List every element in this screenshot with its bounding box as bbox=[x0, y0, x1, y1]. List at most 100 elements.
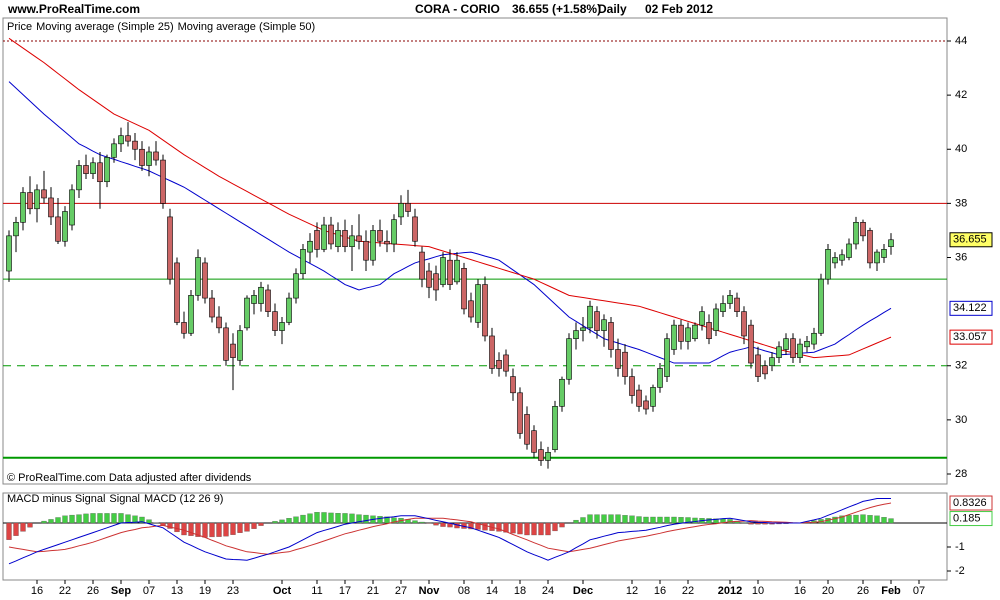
candle-body bbox=[874, 251, 880, 264]
candle-body bbox=[475, 284, 481, 323]
candle-body bbox=[27, 192, 33, 210]
histogram-bar bbox=[55, 517, 61, 524]
histogram-bar bbox=[272, 521, 278, 524]
candle-body bbox=[6, 235, 12, 272]
histogram-bar bbox=[573, 519, 579, 524]
histogram-bar bbox=[531, 522, 537, 536]
candle-body bbox=[286, 297, 292, 323]
last-value-box bbox=[949, 511, 993, 527]
x-tick-label: 22 bbox=[59, 585, 71, 597]
histogram-bar bbox=[342, 513, 348, 524]
x-tick-label: 17 bbox=[339, 585, 351, 597]
candle-body bbox=[559, 378, 565, 407]
x-tick-label: Sep bbox=[111, 585, 131, 597]
candle-body bbox=[664, 338, 670, 377]
y-tick-label: -1 bbox=[955, 541, 965, 553]
candle-body bbox=[615, 349, 621, 369]
candle-body bbox=[97, 162, 103, 183]
candle-body bbox=[643, 400, 649, 410]
candle-body bbox=[391, 219, 397, 245]
macd-line bbox=[8, 498, 891, 565]
candle-body bbox=[552, 406, 558, 450]
candle-body bbox=[706, 322, 712, 339]
histogram-bar bbox=[517, 522, 523, 535]
histogram-bar bbox=[251, 522, 257, 529]
candle-body bbox=[594, 311, 600, 331]
histogram-bar bbox=[657, 516, 663, 524]
y-tick-label: 30 bbox=[955, 414, 967, 426]
y-tick-label: 36 bbox=[955, 251, 967, 263]
candle-body bbox=[167, 216, 173, 280]
histogram-bar bbox=[839, 515, 845, 524]
candle-body bbox=[34, 189, 40, 210]
histogram-bar bbox=[209, 522, 215, 538]
candle-body bbox=[307, 240, 313, 253]
histogram-bar bbox=[601, 514, 607, 524]
candle-body bbox=[573, 330, 579, 339]
histogram-bar bbox=[111, 513, 117, 524]
candle-body bbox=[426, 270, 432, 288]
legend-entry: MACD (12 26 9) bbox=[144, 493, 223, 505]
candle-body bbox=[461, 268, 467, 310]
candle-body bbox=[104, 157, 110, 183]
x-tick-label: 2012 bbox=[718, 585, 742, 597]
x-tick-label: 26 bbox=[857, 585, 869, 597]
histogram-bar bbox=[636, 516, 642, 524]
candle-body bbox=[160, 159, 166, 204]
last-value-box bbox=[949, 300, 993, 316]
legend-entry: MACD minus Signal bbox=[7, 493, 105, 505]
legend-entry: Signal bbox=[109, 493, 140, 505]
histogram-bar bbox=[328, 512, 334, 524]
candle-body bbox=[440, 257, 446, 285]
candle-body bbox=[839, 254, 845, 261]
candle-body bbox=[601, 319, 607, 331]
histogram-bar bbox=[132, 515, 138, 524]
histogram-bar bbox=[692, 517, 698, 524]
candle-body bbox=[678, 324, 684, 342]
histogram-bar bbox=[671, 516, 677, 524]
histogram-bar bbox=[755, 522, 761, 525]
candle-body bbox=[209, 297, 215, 318]
candle-body bbox=[650, 387, 656, 407]
y-tick-label: 44 bbox=[955, 35, 967, 47]
histogram-bar bbox=[440, 522, 446, 527]
histogram-bar bbox=[860, 514, 866, 524]
histogram-bar bbox=[216, 522, 222, 537]
candle-body bbox=[384, 240, 390, 245]
histogram-bar bbox=[685, 517, 691, 524]
histogram-bar bbox=[62, 515, 68, 524]
candle-body bbox=[216, 316, 222, 329]
candle-body bbox=[888, 239, 894, 247]
histogram-bar bbox=[748, 522, 754, 525]
candle-body bbox=[265, 289, 271, 312]
x-tick-label: 16 bbox=[654, 585, 666, 597]
legend-entry: Price bbox=[7, 21, 32, 33]
last-value-label: 0.8326 bbox=[953, 497, 987, 509]
candle-body bbox=[853, 222, 859, 245]
histogram-bar bbox=[363, 514, 369, 524]
candle-body bbox=[811, 332, 817, 345]
histogram-bar bbox=[188, 522, 194, 536]
x-tick-label: 10 bbox=[752, 585, 764, 597]
histogram-bar bbox=[643, 516, 649, 524]
x-tick-label: 16 bbox=[794, 585, 806, 597]
candle-body bbox=[629, 376, 635, 396]
candle-body bbox=[692, 324, 698, 339]
candle-body bbox=[713, 308, 719, 331]
candle-body bbox=[454, 259, 460, 283]
candle-body bbox=[580, 327, 586, 331]
price-text: 36.655 (+1.58%) bbox=[512, 2, 601, 16]
histogram-bar bbox=[377, 516, 383, 524]
candle-body bbox=[538, 449, 544, 461]
candle-body bbox=[293, 273, 299, 299]
histogram-bar bbox=[125, 514, 131, 524]
histogram-bar bbox=[146, 519, 152, 524]
site: www.ProRealTime.com bbox=[7, 2, 140, 16]
histogram-bar bbox=[335, 513, 341, 524]
candle-body bbox=[447, 259, 453, 285]
candle-body bbox=[181, 322, 187, 334]
histogram-bar bbox=[13, 522, 19, 536]
x-tick-label: 08 bbox=[458, 585, 470, 597]
histogram-bar bbox=[545, 522, 551, 536]
